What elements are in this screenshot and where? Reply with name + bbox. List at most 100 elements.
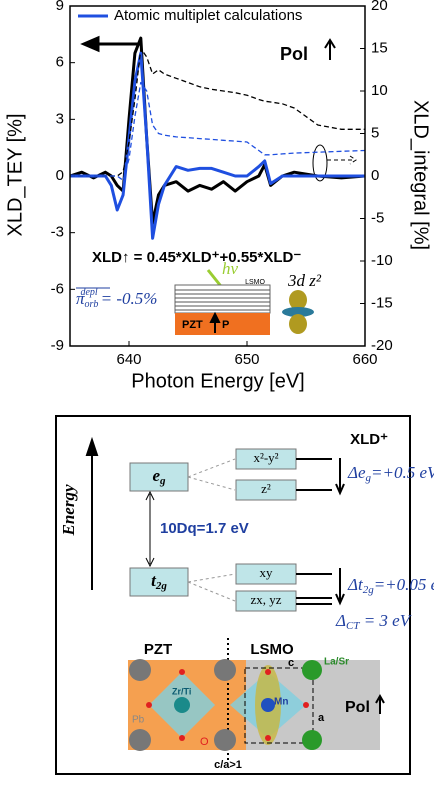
pol-label: Pol xyxy=(345,699,370,716)
o-atom xyxy=(265,669,271,675)
eg-main: e xyxy=(152,466,160,485)
zrti-label: Zr/Ti xyxy=(172,686,191,696)
dt2g-post: =+0.05 eV xyxy=(374,575,434,594)
la-atom xyxy=(302,660,322,680)
y2-tick-label: -5 xyxy=(371,209,384,226)
energy-label: Energy xyxy=(59,484,78,536)
zxyz-label: zx, yz xyxy=(250,592,281,607)
deg-post: =+0.5 eV xyxy=(371,463,434,482)
z2-label: z² xyxy=(261,481,271,496)
pol-arrow xyxy=(375,693,385,714)
y2-tick-label: 10 xyxy=(371,82,388,99)
right-arrow xyxy=(327,155,357,165)
ca-label: c/a>1 xyxy=(214,759,242,771)
level-lines xyxy=(296,573,332,605)
pi-label: πorbdepl = -0.5% xyxy=(76,287,157,310)
y2-tick-label: 5 xyxy=(371,124,379,141)
series-line xyxy=(70,47,365,177)
dq-label: 10Dq=1.7 eV xyxy=(160,520,249,537)
unit-cell xyxy=(244,667,314,744)
deg-arrow xyxy=(335,458,345,496)
o-atom xyxy=(179,735,185,741)
lsmo-label: LSMO xyxy=(250,641,294,658)
lsmo-inset: LSMO xyxy=(245,279,265,286)
y2-axis-label: XLD_integral [%] xyxy=(410,100,432,250)
t2g-box xyxy=(129,567,189,597)
dct-label: ΔCT = 3 eV xyxy=(335,611,413,632)
eg-label: eg xyxy=(152,466,166,487)
y-tick-label: -9 xyxy=(51,337,64,354)
legend-label: Atomic multiplet calculations xyxy=(114,7,302,24)
eg-sub: g xyxy=(159,475,166,487)
ellipse xyxy=(312,144,328,182)
pi-value: = -0.5% xyxy=(101,289,158,308)
dt2g-label: Δt2g=+0.05 eV xyxy=(347,575,434,596)
xld-label: XLD⁺ xyxy=(350,431,388,448)
hv-label: hν xyxy=(222,259,239,278)
o-atom xyxy=(265,735,271,741)
pb-atom xyxy=(129,729,151,751)
atom xyxy=(214,659,236,681)
atom xyxy=(214,729,236,751)
o-atom xyxy=(303,702,309,708)
mn-label: Mn xyxy=(274,697,288,708)
dq-arrow xyxy=(145,490,155,568)
y2-tick-label: 0 xyxy=(371,167,379,184)
y2-tick-label: 20 xyxy=(371,0,388,14)
layer-lines xyxy=(175,289,270,311)
lasr-label: La/Sr xyxy=(324,657,349,668)
deg-sub: g xyxy=(366,472,372,484)
zr-atom xyxy=(174,697,190,713)
o-atom xyxy=(146,702,152,708)
deg-pre: Δe xyxy=(347,463,366,482)
x-tick-label: 650 xyxy=(234,351,259,368)
plot-frame xyxy=(69,5,366,347)
y-tick-label: 3 xyxy=(56,110,64,127)
axis-arrow xyxy=(80,35,140,53)
lsmo-layer xyxy=(174,284,271,314)
orbital-label: 3d z² xyxy=(287,271,322,290)
orbital-lobe xyxy=(289,290,307,310)
x-tick-label: 640 xyxy=(116,351,141,368)
mn-atom xyxy=(261,698,275,712)
y2-tick-label: -15 xyxy=(371,294,393,311)
pzt-inset: PZT xyxy=(182,319,203,331)
pi-sub: orb xyxy=(85,299,99,310)
pzt-layer xyxy=(175,313,270,335)
o-atom xyxy=(179,669,185,675)
t2g-sub: 2g xyxy=(155,580,168,592)
pol-label: Pol xyxy=(280,44,308,64)
diagram-frame xyxy=(55,415,411,775)
t2g-label: t2g xyxy=(151,571,167,592)
y-tick-label: -6 xyxy=(51,280,64,297)
energy-arrow xyxy=(85,436,99,590)
p-arrow xyxy=(209,311,221,333)
pi-sup: depl xyxy=(80,287,97,298)
x-axis-label: Photon Energy [eV] xyxy=(131,370,304,392)
zxyz-box xyxy=(235,590,297,612)
dt2g-pre: Δt xyxy=(347,575,364,594)
y-tick-label: 0 xyxy=(56,167,64,184)
dct-sub: CT xyxy=(346,620,360,632)
y-axis-label: XLD_TEY [%] xyxy=(4,113,26,236)
x-tick-label: 660 xyxy=(352,351,377,368)
series-line xyxy=(70,51,365,240)
dt2g-sub: 2g xyxy=(363,584,375,596)
y2-tick-label: -10 xyxy=(371,252,393,269)
level-lines xyxy=(296,458,332,491)
deg-label: Δeg=+0.5 eV xyxy=(347,463,434,484)
y2-tick-label: 15 xyxy=(371,39,388,56)
y2-tick-label: -20 xyxy=(371,337,393,354)
split-lines xyxy=(187,573,236,602)
x2y2-label: x²-y² xyxy=(253,450,278,465)
pb-label: Pb xyxy=(132,715,145,726)
dct-post: = 3 eV xyxy=(359,611,412,630)
y-tick-label: -3 xyxy=(51,224,64,241)
orbital-ring xyxy=(282,307,314,317)
dct-pre: Δ xyxy=(335,611,346,630)
p-label: P xyxy=(222,319,229,331)
c-label: c xyxy=(288,657,294,669)
dt2g-arrow xyxy=(335,568,345,606)
orbital-lobe xyxy=(289,314,307,334)
